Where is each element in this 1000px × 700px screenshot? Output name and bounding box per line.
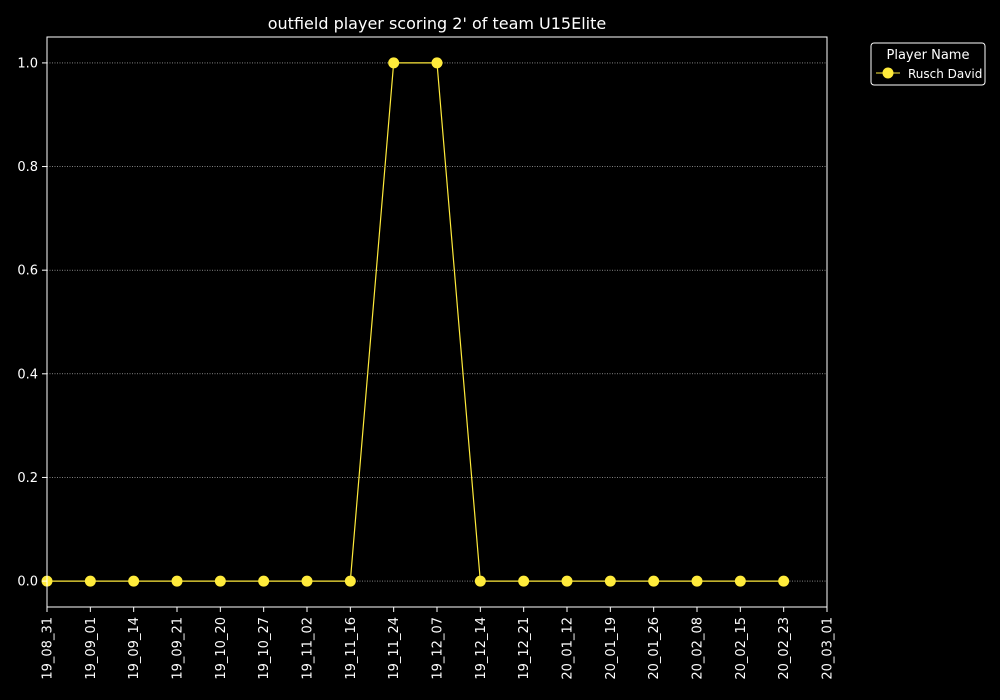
x-tick-label: 19_11_16 [344,617,359,680]
y-tick-label: 0.8 [17,160,38,175]
data-point [778,575,790,587]
series-line [47,62,784,582]
data-point [344,575,356,587]
x-tick-label: 19_12_14 [474,617,489,680]
grid-lines [47,62,827,582]
data-point [171,575,183,587]
legend: Player Name Rusch David [870,42,986,86]
x-tick-label: 19_10_20 [214,617,229,680]
y-tick-label: 0.4 [17,367,38,382]
x-tick-label: 19_09_01 [84,617,99,680]
x-tick-label: 20_03_01 [821,617,836,680]
data-point [431,57,443,69]
x-axis: 19_08_31 19_09_01 19_09_14 19_09_21 19_10_20… [41,607,836,680]
y-axis: 0.0 0.2 0.4 0.6 0.8 1.0 [17,56,47,590]
plot-frame [46,36,828,608]
data-point [214,575,226,587]
x-tick-label: 20_01_19 [604,617,619,680]
legend-marker [882,67,894,79]
x-tick-label: 20_02_15 [734,617,749,680]
x-tick-label: 19_09_21 [171,617,186,680]
x-tick-label: 19_11_02 [301,617,316,680]
data-point [604,575,616,587]
x-tick-label: 19_12_07 [431,617,446,680]
data-point [561,575,573,587]
data-point [258,575,270,587]
data-point [734,575,746,587]
data-point [388,57,400,69]
x-tick-label: 19_08_31 [41,617,56,680]
legend-label: Rusch David [908,67,982,81]
data-point [84,575,96,587]
y-tick-label: 0.2 [17,471,38,486]
x-tick-label: 19_10_27 [257,617,272,680]
legend-title: Player Name [887,48,970,63]
data-point [518,575,530,587]
x-tick-label: 19_12_21 [517,617,532,680]
x-tick-label: 19_11_24 [387,617,402,680]
data-point [474,575,486,587]
data-point [301,575,313,587]
chart-title: outfield player scoring 2' of team U15El… [268,14,606,33]
x-tick-label: 20_01_12 [561,617,576,680]
data-point [691,575,703,587]
legend-box [870,42,986,86]
x-tick-label: 20_02_23 [777,617,792,680]
y-tick-label: 0.6 [17,264,38,279]
x-tick-label: 20_01_26 [647,617,662,680]
x-tick-label: 19_09_14 [127,617,142,680]
data-point [648,575,660,587]
y-tick-label: 1.0 [17,56,38,71]
x-tick-label: 20_02_08 [691,617,706,680]
y-tick-label: 0.0 [17,575,38,590]
data-point [128,575,140,587]
series-layer [41,57,790,587]
